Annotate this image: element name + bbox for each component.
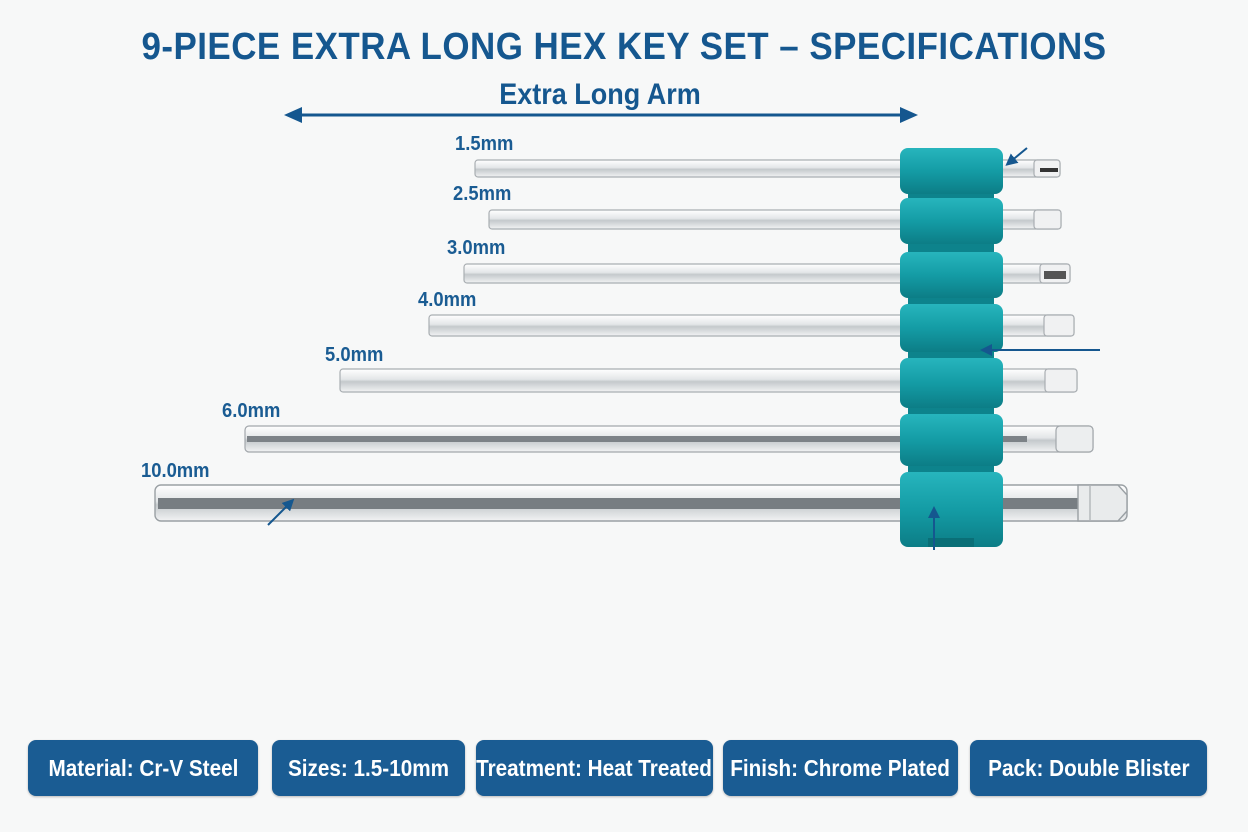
spec-finish-badge: Finish: Chrome Plated — [723, 740, 958, 796]
spec-material-badge: Material: Cr-V Steel — [28, 740, 258, 796]
spec-finish-text: Finish: Chrome Plated — [730, 754, 951, 781]
pointer-arrow-1-5mm — [1005, 147, 1028, 166]
size-label-1-5mm: 1.5mm — [455, 133, 514, 155]
hex-key-10-0mm — [154, 484, 1128, 522]
arrow-left-head — [284, 107, 302, 123]
pointer-arrow-10mm — [267, 498, 295, 526]
extra-long-arm-label: Extra Long Arm — [499, 78, 701, 111]
spec-pack-text: Pack: Double Blister — [987, 754, 1190, 781]
size-label-3-0mm: 3.0mm — [447, 237, 506, 259]
size-label-2-5mm: 2.5mm — [453, 183, 512, 205]
size-label-4-0mm: 4.0mm — [418, 289, 477, 311]
spec-treatment-text: Treatment: Heat Treated — [476, 754, 713, 781]
size-label-10-0mm: 10.0mm — [141, 460, 210, 482]
size-label-6-0mm: 6.0mm — [222, 400, 281, 422]
specifications-bar: Material: Cr-V Steel Sizes: 1.5-10mm Tre… — [0, 740, 1248, 796]
spec-material-text: Material: Cr-V Steel — [48, 754, 238, 781]
size-label-5-0mm: 5.0mm — [325, 344, 384, 366]
spec-sizes-text: Sizes: 1.5-10mm — [287, 754, 450, 781]
arrow-right-head — [900, 107, 918, 123]
hex-key-5-0mm — [339, 368, 1078, 393]
spec-treatment-badge: Treatment: Heat Treated — [476, 740, 713, 796]
spec-pack-badge: Pack: Double Blister — [970, 740, 1207, 796]
hex-key-6-0mm — [244, 425, 1094, 453]
spec-sizes-badge: Sizes: 1.5-10mm — [272, 740, 465, 796]
page-title: 9-PIECE EXTRA LONG HEX KEY SET – SPECIFI… — [141, 26, 1107, 68]
key-holder-rack — [900, 148, 1003, 547]
